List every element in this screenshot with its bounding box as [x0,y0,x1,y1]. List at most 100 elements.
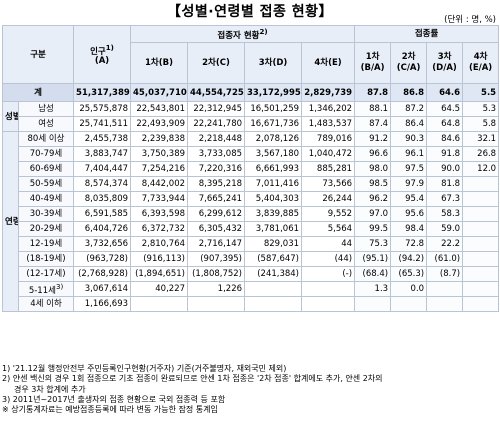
cell-r4 [462,296,500,312]
cell-d4: 1,346,202 [301,101,356,117]
cell-pop: 8,035,809 [73,191,132,207]
cell-d4: (44) [301,251,356,267]
cell-d1: 3,750,389 [130,146,189,162]
cell-r2: 97.9 [390,176,428,192]
cell-r3 [426,281,464,297]
cell-r3: 58.3 [426,206,464,222]
cell-r2: 72.8 [390,236,428,252]
cell-r4 [462,191,500,207]
cell-d4: 9,552 [301,206,356,222]
cell-r2: 86.8 [390,83,428,102]
table-row: 30-39세 6,591,585 6,393,598 6,299,612 3,839,8… [3,206,500,222]
row-label: 여성 [17,116,75,132]
cell-r2 [390,296,428,312]
cell-d2 [187,296,246,312]
cell-r1: 99.5 [354,221,392,237]
cell-d4: 1,040,472 [301,146,356,162]
cell-d3: (241,384) [244,266,303,282]
cell-r3: 67.3 [426,191,464,207]
cell-pop: 3,732,656 [73,236,132,252]
group-label-sex: 성별 [2,101,19,132]
cell-r1: 91.2 [354,131,392,147]
cell-r1: 96.6 [354,146,392,162]
cell-pop: 3,067,614 [73,281,132,297]
cell-d4: 2,829,739 [301,83,356,102]
cell-d4: 5,564 [301,221,356,237]
cell-r3: 64.6 [426,83,464,102]
cell-r3: 22.2 [426,236,464,252]
cell-d2: 6,299,612 [187,206,246,222]
cell-r4 [462,281,500,297]
table-row: 60-69세 7,404,447 7,254,216 7,220,316 6,661,9… [3,161,500,177]
page-title: 【성별·연령별 접종 현황】 [167,4,333,20]
cell-d4: 1,483,537 [301,116,356,132]
cell-d3: 2,078,126 [244,131,303,147]
cell-r4 [462,176,500,192]
cell-d4: 885,281 [301,161,356,177]
cell-d1: 22,543,801 [130,101,189,117]
cell-d1: (916,113) [130,251,189,267]
cell-d3: 829,031 [244,236,303,252]
row-label: 40-49세 [17,191,75,207]
cell-d2: (1,808,752) [187,266,246,282]
unit-label: (단위 : 명, %) [444,15,496,25]
table-row: 여성 25,741,511 22,493,909 22,241,780 16,671,7… [3,116,500,132]
cell-d1 [130,296,189,312]
row-label: 60-69세 [17,161,75,177]
cell-d3: 3,781,061 [244,221,303,237]
cell-d2: 2,716,147 [187,236,246,252]
footnote: 2) 얀센 백신의 경우 1회 접종으로 기초 접종이 완료되므로 얀센 1차 … [2,374,383,384]
cell-d3: 16,501,259 [244,101,303,117]
cell-pop: 7,404,447 [73,161,132,177]
cell-r2: 0.0 [390,281,428,297]
cell-d1: 2,239,838 [130,131,189,147]
cell-pop: 25,575,878 [73,101,132,117]
cell-r2: 98.4 [390,221,428,237]
cell-r3: 81.8 [426,176,464,192]
cell-r3: 64.8 [426,116,464,132]
vaccination-table: 구분 인구1) (A) 접종자 현황2) 접종률 1차(B) 2차(C) 3차(… [1,25,500,312]
cell-d3: 3,567,180 [244,146,303,162]
cell-r4: 5.5 [462,83,500,102]
cell-d4: 26,244 [301,191,356,207]
cell-r2: (65.3) [390,266,428,282]
cell-d4: 44 [301,236,356,252]
header-vaccination-status: 접종자 현황2) [130,25,356,43]
header-dose4: 4차(E) [301,42,356,84]
row-label: 5-11세3) [17,281,75,297]
cell-r4: 12.0 [462,161,500,177]
cell-r3: (8.7) [426,266,464,282]
cell-r2: 95.6 [390,206,428,222]
cell-d2: 22,241,780 [187,116,246,132]
cell-pop: 6,404,726 [73,221,132,237]
cell-r1: 98.5 [354,176,392,192]
cell-d3: 6,661,993 [244,161,303,177]
cell-r3: 84.6 [426,131,464,147]
cell-d3: 5,404,303 [244,191,303,207]
table-row: 성별남성25,575,87822,543,80122,312,94516,501… [2,101,500,132]
cell-d1: 45,037,710 [130,83,189,102]
cell-r1: 97.0 [354,206,392,222]
table-row: 계 51,317,389 45,037,710 44,554,725 33,172,99… [1,83,500,102]
header-rate1: 1차 (B/A) [354,42,392,84]
cell-d3: 33,172,995 [244,83,303,102]
header-dose3: 3차(D) [244,42,303,84]
cell-r2: 95.4 [390,191,428,207]
cell-r2: 96.1 [390,146,428,162]
cell-r4 [462,206,500,222]
cell-pop: 1,166,693 [73,296,132,312]
row-label: (12-17세) [17,266,75,282]
cell-d3 [244,281,303,297]
footnote: 경우 3차 합계에 추가 [14,384,86,394]
cell-r2: 86.4 [390,116,428,132]
row-label: 계 [1,83,75,102]
cell-d4: 73,566 [301,176,356,192]
cell-d2: 3,733,085 [187,146,246,162]
table-row: (18-19세) (963,728) (916,113) (907,395) (587,… [3,251,500,267]
cell-r1: 96.2 [354,191,392,207]
cell-d1: (1,894,651) [130,266,189,282]
cell-d1: 2,810,764 [130,236,189,252]
cell-pop: 51,317,389 [73,83,132,102]
cell-r4: 26.8 [462,146,500,162]
table-row: 50-59세 8,574,374 8,442,002 8,395,218 7,011,4… [3,176,500,192]
